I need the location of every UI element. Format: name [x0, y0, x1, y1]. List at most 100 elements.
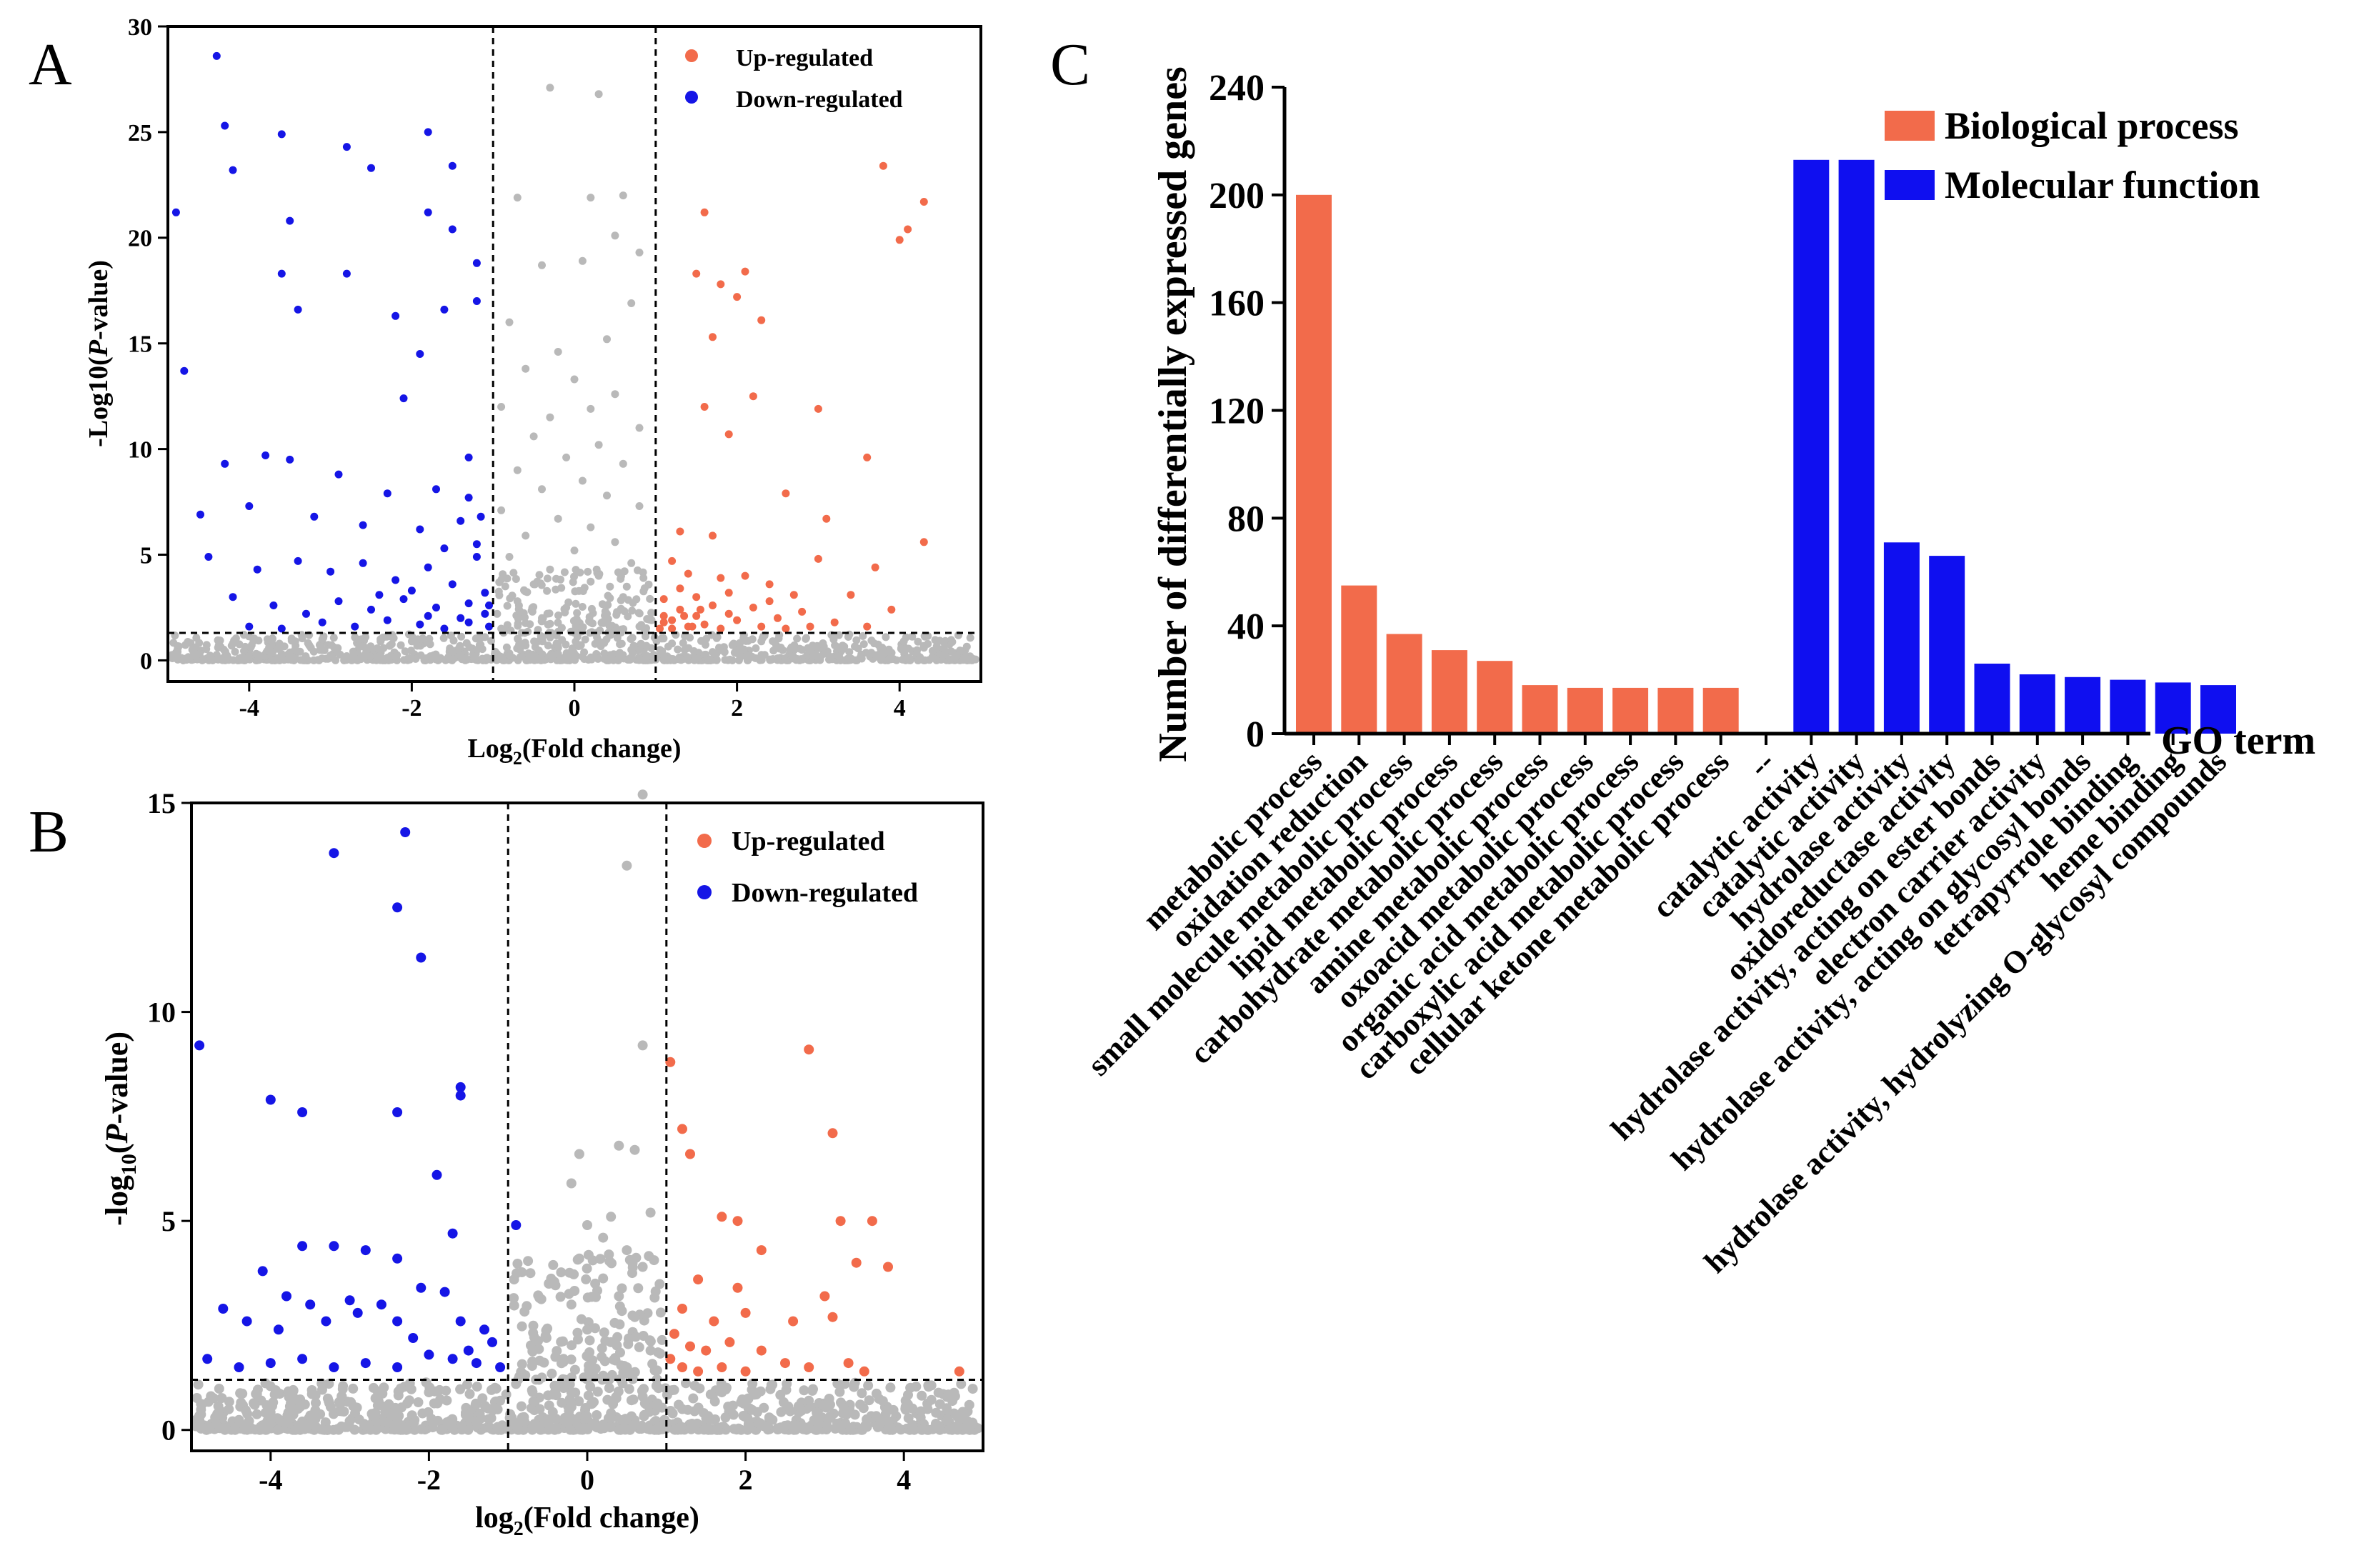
point-background [213, 1401, 224, 1412]
point-not-significant [582, 1220, 592, 1230]
point-not-significant [617, 1283, 627, 1294]
point-not-significant [647, 609, 656, 617]
point-background [917, 1424, 927, 1435]
point-background [473, 645, 482, 654]
point-background [782, 1379, 792, 1389]
point-not-significant [522, 641, 530, 650]
panel-a-axis-ticks: -4 -2 0 2 4 0 5 10 15 20 25 30 [128, 14, 906, 721]
point-background [747, 653, 755, 661]
point-not-significant [424, 1387, 434, 1398]
bar-bp [1522, 685, 1558, 734]
point-not-significant [564, 1289, 574, 1299]
point-background [592, 1387, 603, 1397]
point-down-regulated [376, 1299, 386, 1310]
y-tick-label: 5 [161, 1205, 176, 1237]
point-background [834, 1387, 845, 1397]
point-background [905, 1382, 916, 1393]
point-background [404, 1378, 415, 1389]
point-not-significant [495, 591, 504, 599]
point-background [863, 1380, 874, 1391]
point-background [389, 1424, 400, 1435]
point-down-regulated [281, 1291, 291, 1302]
point-up-regulated [669, 1329, 679, 1339]
point-down-regulated [416, 1282, 427, 1293]
point-down-regulated [253, 565, 261, 574]
point-not-significant [517, 1267, 527, 1277]
point-not-significant [495, 1395, 506, 1406]
y-tick-label: 200 [1209, 176, 1265, 216]
point-background [859, 631, 867, 640]
point-not-significant [552, 585, 560, 594]
point-background [845, 648, 854, 656]
point-background [272, 1413, 283, 1424]
point-up-regulated [774, 614, 782, 622]
point-background [715, 644, 723, 652]
point-down-regulated [229, 593, 237, 601]
point-not-significant [642, 1308, 653, 1319]
point-background [676, 1422, 687, 1432]
point-up-regulated [676, 527, 684, 536]
point-up-regulated [692, 269, 701, 278]
legend-up-marker [697, 834, 712, 848]
point-down-regulated [455, 1082, 466, 1092]
point-not-significant [907, 1420, 917, 1431]
point-down-regulated [245, 502, 254, 510]
point-background [716, 1378, 727, 1389]
point-background [658, 647, 667, 656]
point-up-regulated [668, 624, 677, 633]
point-up-regulated [696, 605, 704, 614]
point-not-significant [624, 612, 632, 621]
point-background [212, 651, 221, 659]
point-down-regulated [383, 489, 391, 498]
point-down-regulated [359, 521, 367, 529]
point-not-significant [615, 1347, 625, 1358]
point-down-regulated [440, 544, 449, 553]
point-not-significant [597, 1343, 607, 1354]
point-not-significant [578, 476, 587, 485]
point-up-regulated [733, 616, 742, 624]
point-not-significant [528, 1320, 539, 1331]
point-background [583, 1390, 594, 1401]
point-not-significant [554, 611, 562, 619]
point-down-regulated [329, 848, 339, 859]
point-up-regulated [919, 198, 928, 206]
point-down-regulated [464, 453, 473, 461]
point-up-regulated [871, 563, 879, 571]
point-up-regulated [804, 1362, 814, 1372]
point-not-significant [566, 1354, 577, 1365]
point-down-regulated [383, 616, 391, 624]
point-background [457, 1423, 468, 1434]
point-background [574, 1396, 584, 1407]
point-background [373, 1396, 384, 1407]
point-down-regulated [408, 1333, 419, 1343]
point-down-regulated [447, 1228, 458, 1239]
bar-bp [1431, 650, 1467, 734]
point-background [793, 634, 802, 643]
point-not-significant [645, 1207, 656, 1218]
point-background [747, 1404, 757, 1415]
point-background [963, 656, 972, 664]
point-not-significant [527, 606, 536, 615]
point-background [419, 634, 427, 643]
point-down-regulated [310, 512, 319, 521]
point-background [241, 642, 249, 651]
point-background [812, 643, 821, 651]
point-background [442, 1395, 452, 1406]
point-background [199, 655, 208, 664]
point-not-significant [584, 1335, 595, 1346]
point-background [802, 634, 810, 642]
point-not-significant [481, 633, 489, 641]
x-tick-label: -2 [402, 695, 422, 721]
point-background [209, 1393, 219, 1404]
point-background [304, 656, 312, 664]
point-up-regulated [757, 622, 766, 631]
panel-c-legend: Biological process Molecular function [1885, 104, 2260, 206]
point-background [775, 1389, 786, 1400]
point-background [344, 1416, 355, 1427]
point-background [260, 1407, 271, 1418]
point-not-significant [650, 1286, 661, 1297]
point-not-significant [520, 1370, 531, 1381]
point-background [952, 1421, 962, 1431]
point-down-regulated [241, 1316, 252, 1327]
point-background [412, 654, 420, 663]
